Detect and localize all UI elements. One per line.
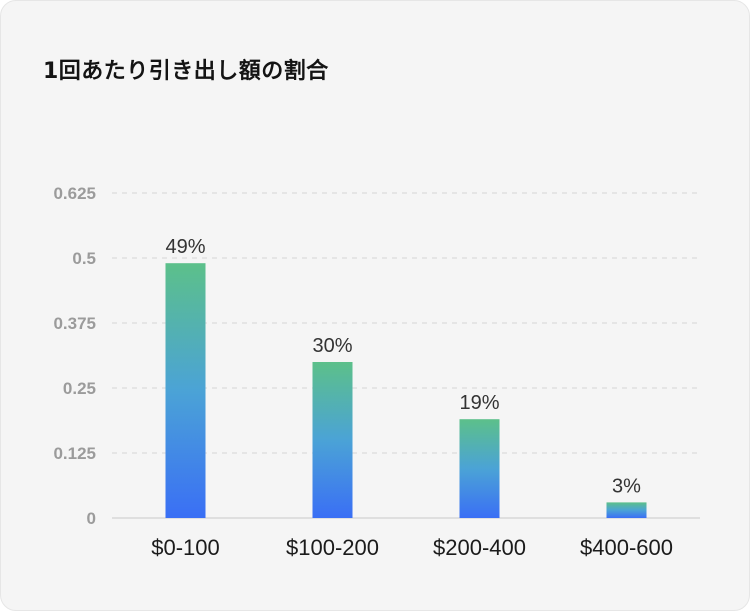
gridlines [112,192,700,519]
bar [165,263,206,518]
y-tick-label: 0.625 [53,184,96,203]
bar [606,502,647,518]
chart-title: 1回あたり引き出し額の割合 [43,59,329,84]
x-axis-ticks: $0-100 $100-200 $200-400 $400-600 [151,535,673,560]
bar [312,362,353,518]
data-label: 49% [165,236,205,258]
y-axis-ticks: 0 0.125 0.25 0.375 0.5 0.625 [53,184,96,528]
x-tick-label: $100-200 [286,535,379,560]
y-tick-label: 0.25 [63,379,96,398]
bars [165,263,647,518]
x-tick-label: $400-600 [580,535,673,560]
y-tick-label: 0.125 [53,444,96,463]
data-label: 19% [459,392,499,414]
data-labels: 49% 30% 19% 3% [165,236,641,497]
data-label: 3% [612,475,641,497]
y-tick-label: 0.5 [72,249,96,268]
x-tick-label: $200-400 [433,535,526,560]
y-tick-label: 0 [87,509,96,528]
bar [459,419,500,518]
data-label: 30% [312,335,352,357]
y-tick-label: 0.375 [53,314,96,333]
x-tick-label: $0-100 [151,535,220,560]
